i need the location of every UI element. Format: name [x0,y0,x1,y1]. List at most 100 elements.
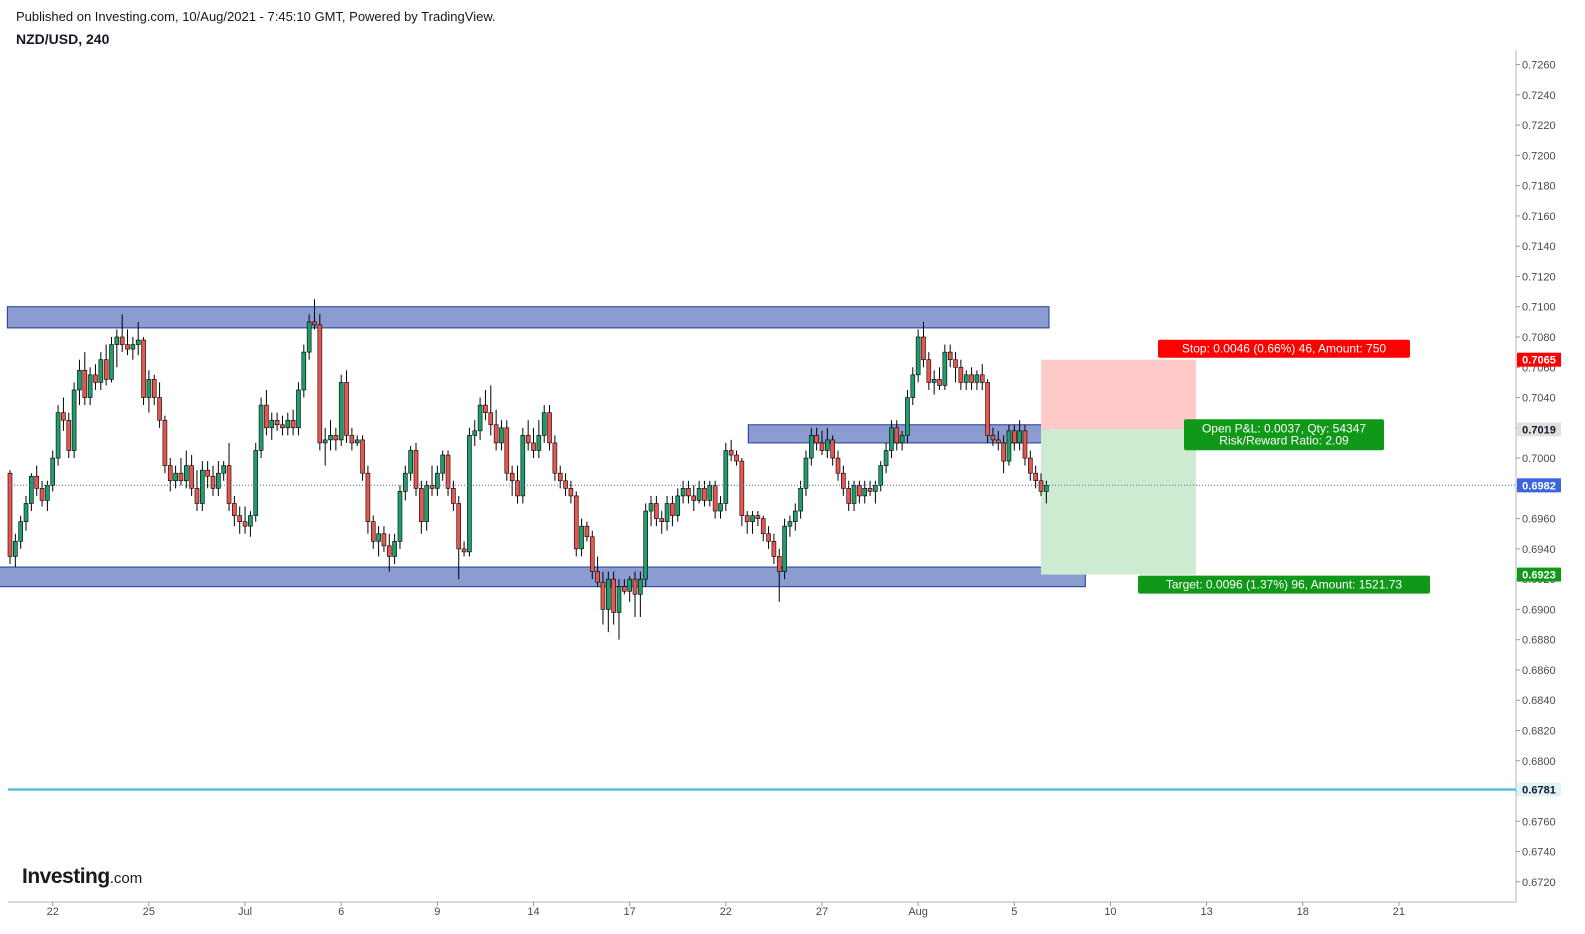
x-tick-label: 22 [47,906,59,918]
candle-down [242,521,248,527]
candle-down [995,439,1001,444]
candle-down [226,465,232,504]
candle-up [910,374,916,398]
candle-up [221,465,226,474]
candle-down [264,404,269,429]
candle-up [942,351,948,386]
x-tick-label: 6 [338,906,344,918]
candle-down [584,525,590,538]
candle-down [232,503,237,516]
candle-down [1028,457,1033,474]
candle-up [87,374,93,398]
candle-down [563,480,568,489]
candle-up [477,404,483,432]
candle-down [103,359,109,380]
candle-down [370,521,376,542]
x-tick-label: Aug [908,906,928,918]
candle-down [568,488,574,497]
candle-down [488,412,494,426]
candle-down [456,503,462,550]
candle-down [274,419,280,426]
candle-down [515,480,520,497]
candle-down [894,427,900,444]
candle-down [290,419,296,429]
candle-up [627,578,632,592]
x-tick-label: 25 [143,906,155,918]
candle-down [194,488,200,504]
candle-down [7,472,13,557]
candle-down [34,475,40,489]
candle-up [301,351,307,391]
candle-down [317,324,323,444]
y-tick-label: 0.7160 [1522,211,1556,223]
pnl-label: Open P&L: 0.0037, Qty: 54347 [1202,421,1366,435]
y-tick-label: 0.7100 [1522,302,1556,314]
y-tick-label: 0.7140 [1522,241,1556,253]
candle-down [344,382,349,436]
candle-up [499,427,504,444]
candle-down [167,465,173,482]
candle-up [787,521,793,527]
candle-down [835,457,841,474]
stop-label: Stop: 0.0046 (0.66%) 46, Amount: 750 [1182,342,1386,356]
candle-down [867,488,873,492]
candle-up [472,430,478,436]
candle-up [114,336,120,345]
candle-down [39,488,45,501]
candle-up [963,374,969,383]
candle-down [445,454,451,489]
candle-up [648,503,654,512]
entry-price-tag: 0.7019 [1522,424,1556,436]
x-tick-label: 18 [1297,906,1309,918]
candle-down [386,545,392,557]
candle-up [718,503,723,512]
lines-layer [8,484,1516,791]
candle-down [557,472,563,482]
candle-down [205,469,210,477]
candle-down [947,351,953,360]
candle-up [200,469,205,504]
candle-down [573,495,579,550]
candle-up [338,382,344,441]
candles-layer [7,299,1049,640]
candle-down [1038,480,1044,492]
candle-down [66,419,72,451]
candle-up [296,389,301,429]
candle-up [707,485,713,501]
candle-up [750,515,755,522]
stop-price-tag: 0.7065 [1522,355,1556,367]
candle-down [178,472,184,482]
candle-down [381,533,387,547]
candle-up [798,488,803,512]
x-tick-label: 9 [434,906,440,918]
candle-up [146,379,152,398]
target-price-tag: 0.6923 [1522,570,1556,582]
support-zone [0,566,1086,588]
candle-down [830,439,835,459]
target-price-tag-bg [1517,567,1561,582]
symbol-title: NZD/USD, 240 [16,31,110,47]
candle-up [216,472,221,489]
candle-down [483,404,488,413]
investing-logo: Investing.com [22,865,142,889]
candle-down [1033,472,1038,482]
y-tick-label: 0.6760 [1522,816,1556,828]
candle-down [365,472,371,522]
x-tick-label: 27 [816,906,828,918]
y-tick-label: 0.7000 [1522,453,1556,465]
x-tick-label: 10 [1104,906,1116,918]
candle-down [857,485,862,497]
candle-up [130,344,136,350]
stop-label-bg [1158,339,1410,358]
candle-down [691,495,697,501]
y-tick-label: 0.7040 [1522,393,1556,405]
candle-up [23,503,29,522]
candle-down [210,475,216,489]
candle-up [616,586,622,613]
x-tick-label: 17 [624,906,636,918]
candle-up [435,472,440,489]
candle-up [808,435,814,459]
candle-down [969,374,974,383]
current-price-tag-bg [1517,478,1561,493]
